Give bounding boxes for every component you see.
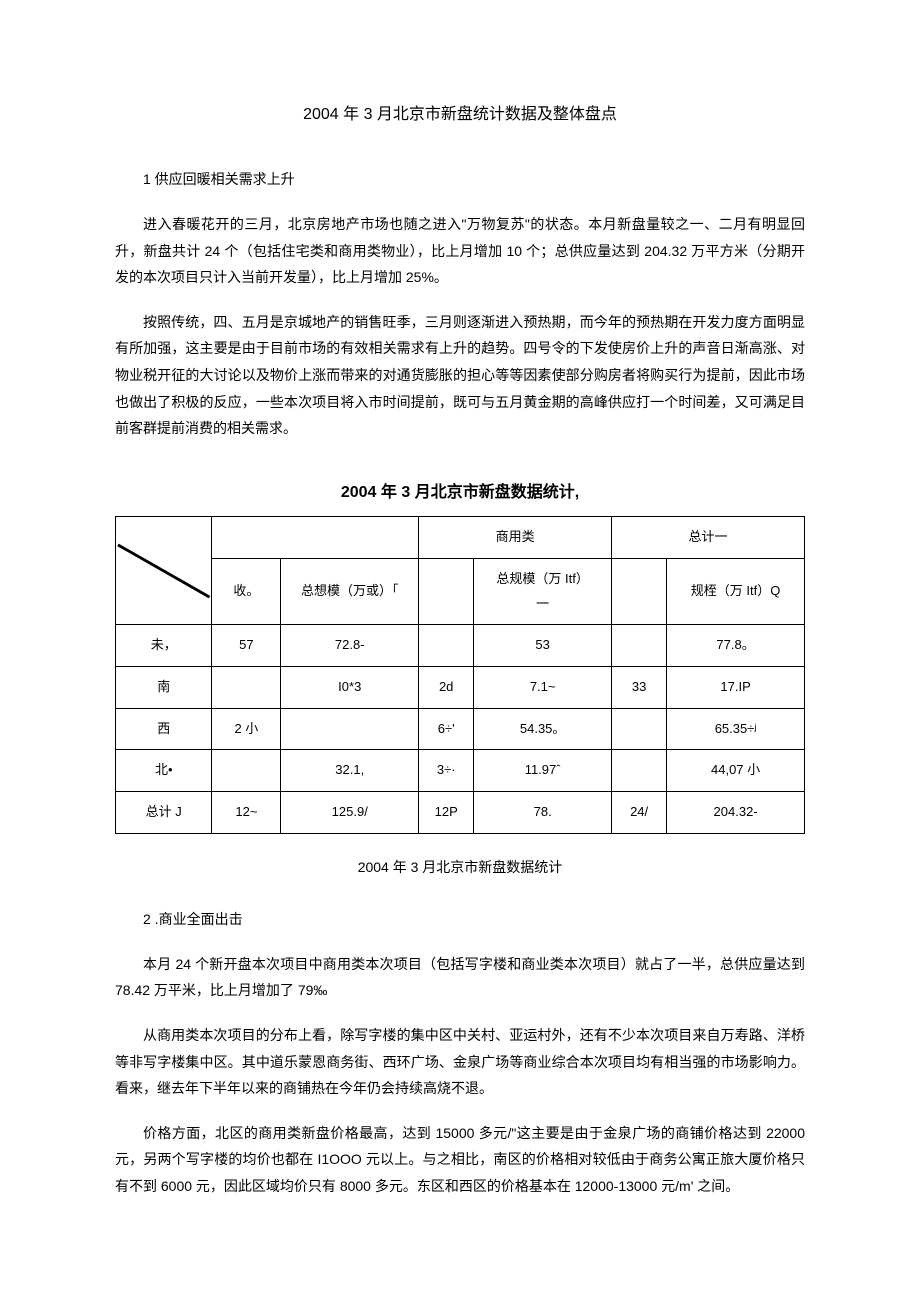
page-title: 2004 年 3 月北京市新盘统计数据及整体盘点 [115, 100, 805, 130]
table-header-row-1: 商用类 总计一 [116, 517, 805, 559]
header-c6 [612, 558, 667, 624]
cell: 72.8- [281, 625, 419, 667]
paragraph-1: 进入春暖花开的三月，北京房地产市场也随之进入"万物复苏"的状态。本月新盘量较之一… [115, 211, 805, 291]
cell: 65.35÷ʲ [667, 708, 805, 750]
table-row: 北• 32.1, 3÷· 11.97ˆ 44,07 小 [116, 750, 805, 792]
cell: 2d [419, 666, 474, 708]
diagonal-line-icon [116, 543, 211, 599]
table-title: 2004 年 3 月北京市新盘数据统计, [115, 478, 805, 508]
diagonal-header-cell [116, 517, 212, 625]
cell: 西 [116, 708, 212, 750]
cell [612, 708, 667, 750]
cell: 78. [474, 791, 612, 833]
cell: 53 [474, 625, 612, 667]
table-row: 西 2 小 6÷' 54.35。 65.35÷ʲ [116, 708, 805, 750]
cell [612, 625, 667, 667]
paragraph-5: 价格方面，北区的商用类新盘价格最高，达到 15000 多元/"这主要是由于金泉广… [115, 1120, 805, 1200]
cell: 54.35。 [474, 708, 612, 750]
cell [612, 750, 667, 792]
cell: 33 [612, 666, 667, 708]
header-c3: 总想模（万或）「 [281, 558, 419, 624]
paragraph-2: 按照传统，四、五月是京城地产的销售旺季，三月则逐渐进入预热期，而今年的预热期在开… [115, 309, 805, 442]
cell: 3÷· [419, 750, 474, 792]
table-row: 总计 J 12~ 125.9/ 12P 78. 24/ 204.32- [116, 791, 805, 833]
header-c5: 总规模（万 Itf） 一 [474, 558, 612, 624]
cell: 12P [419, 791, 474, 833]
cell [212, 666, 281, 708]
cell [419, 625, 474, 667]
table-row: 南 I0*3 2d 7.1~ 33 17.IP [116, 666, 805, 708]
header-group-blank [212, 517, 419, 559]
cell: 77.8。 [667, 625, 805, 667]
paragraph-3: 本月 24 个新开盘本次项目中商用类本次项目（包括写字楼和商业类本次项目）就占了… [115, 951, 805, 1004]
cell: 57 [212, 625, 281, 667]
cell: 24/ [612, 791, 667, 833]
header-group-total: 总计一 [612, 517, 805, 559]
cell: 6÷' [419, 708, 474, 750]
paragraph-4: 从商用类本次项目的分布上看，除写字楼的集中区中关村、亚运村外，还有不少本次项目来… [115, 1022, 805, 1102]
table-row: 未， 57 72.8- 53 77.8。 [116, 625, 805, 667]
table-header-row-2: 收。 总想模（万或）「 总规模（万 Itf） 一 规桎（万 Itf）Q [116, 558, 805, 624]
cell: 总计 J [116, 791, 212, 833]
table-caption: 2004 年 3 月北京市新盘数据统计 [115, 854, 805, 881]
cell: 7.1~ [474, 666, 612, 708]
cell: 2 小 [212, 708, 281, 750]
cell: 11.97ˆ [474, 750, 612, 792]
cell: I0*3 [281, 666, 419, 708]
cell: 125.9/ [281, 791, 419, 833]
header-c4 [419, 558, 474, 624]
header-c7: 规桎（万 Itf）Q [667, 558, 805, 624]
cell: 44,07 小 [667, 750, 805, 792]
cell [281, 708, 419, 750]
cell: 12~ [212, 791, 281, 833]
section-2-heading: 2 .商业全面出击 [115, 906, 805, 933]
header-c2: 收。 [212, 558, 281, 624]
cell: 未， [116, 625, 212, 667]
cell: 南 [116, 666, 212, 708]
data-table: 商用类 总计一 收。 总想模（万或）「 总规模（万 Itf） 一 规桎（万 It… [115, 516, 805, 834]
section-1-heading: 1 供应回暖相关需求上升 [115, 166, 805, 193]
cell: 北• [116, 750, 212, 792]
cell: 204.32- [667, 791, 805, 833]
cell: 32.1, [281, 750, 419, 792]
cell [212, 750, 281, 792]
cell: 17.IP [667, 666, 805, 708]
header-group-commercial: 商用类 [419, 517, 612, 559]
